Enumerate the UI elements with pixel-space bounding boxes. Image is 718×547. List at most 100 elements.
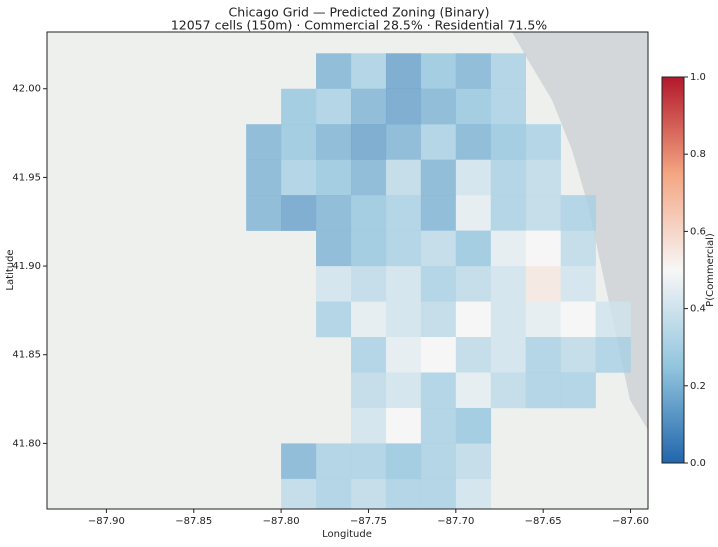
y-tick-label: 41.95 [12, 172, 41, 183]
grid-cell [350, 230, 387, 267]
grid-cell [490, 266, 527, 302]
grid-cell [455, 124, 492, 160]
grid-cell [350, 336, 387, 373]
grid-cell [350, 372, 387, 409]
grid-cell [490, 336, 527, 373]
grid-cell [455, 230, 492, 267]
grid-cell [316, 266, 352, 302]
y-tick-label: 41.90 [12, 261, 41, 272]
colorbar-label: P(Commercial) [705, 233, 716, 307]
y-axis-label: Latitude [5, 249, 16, 290]
colorbar [661, 76, 685, 464]
grid-cell [490, 159, 527, 196]
grid-cell [560, 336, 596, 373]
grid-cell [490, 230, 527, 267]
grid-cell [350, 53, 387, 90]
grid-cell [490, 301, 527, 338]
grid-cell [525, 301, 561, 338]
grid-cell [246, 159, 282, 196]
grid-cell [350, 159, 387, 196]
grid-cell [420, 195, 457, 231]
grid-cell [420, 478, 457, 509]
grid-cell [316, 195, 352, 231]
grid-cell [385, 266, 422, 302]
x-tick-label: −87.90 [88, 516, 125, 527]
grid-cell [350, 195, 387, 231]
grid-cell [316, 88, 352, 125]
chart-title: Chicago Grid — Predicted Zoning (Binary) [229, 5, 490, 20]
grid-cell [350, 88, 387, 125]
grid-cell [385, 372, 422, 409]
grid-cell [281, 124, 317, 160]
grid-cell [455, 195, 492, 231]
colorbar-tick-label: 0.0 [690, 458, 706, 469]
grid-cell [455, 443, 492, 480]
grid-cell [281, 88, 317, 125]
grid-cell [560, 301, 596, 338]
grid-cell [490, 372, 527, 409]
grid-cell [455, 336, 492, 373]
y-tick-label: 41.80 [12, 438, 41, 449]
grid-cell [420, 372, 457, 409]
grid-cell [595, 336, 631, 373]
grid-cell [385, 88, 422, 125]
colorbar-tick-label: 1.0 [690, 72, 706, 83]
grid-cell [420, 301, 457, 338]
grid-cell [385, 195, 422, 231]
grid-cell [525, 266, 561, 302]
grid-cell [560, 372, 596, 409]
x-tick-label: −87.60 [612, 516, 649, 527]
grid-cell [455, 301, 492, 338]
grid-cell [281, 443, 317, 480]
colorbar-tick-label: 0.6 [690, 226, 706, 237]
y-tick-label: 42.00 [12, 84, 41, 95]
grid-cell [525, 195, 561, 231]
lake [512, 32, 648, 509]
grid-cell [385, 407, 422, 444]
grid-cell [385, 230, 422, 267]
grid-cell [316, 443, 352, 480]
grid-cell [385, 336, 422, 373]
y-tick-label: 41.85 [12, 350, 41, 361]
grid-cell [420, 159, 457, 196]
grid-cell [281, 159, 317, 196]
grid-cell [490, 53, 527, 90]
grid-cell [350, 266, 387, 302]
x-tick-label: −87.70 [437, 516, 474, 527]
grid-cell [455, 53, 492, 90]
grid-cell [455, 159, 492, 196]
grid-cell [560, 266, 596, 302]
grid-cell [281, 195, 317, 231]
x-axis-label: Longitude [322, 529, 372, 540]
grid-cell [281, 478, 317, 509]
grid-cell [385, 478, 422, 509]
grid-cell [246, 124, 282, 160]
chart-subtitle: 12057 cells (150m) · Commercial 28.5% · … [171, 18, 547, 33]
grid-cell [560, 230, 596, 267]
grid-cell [490, 88, 527, 125]
grid-cell [420, 266, 457, 302]
grid-cell [316, 478, 352, 509]
colorbar-tick-label: 0.4 [690, 304, 706, 315]
grid-cell [420, 443, 457, 480]
grid-cell [385, 301, 422, 338]
grid-cell [455, 478, 492, 509]
grid-cell [420, 230, 457, 267]
grid-cell [490, 124, 527, 160]
grid-cell [420, 336, 457, 373]
grid-cell [246, 195, 282, 231]
grid-cell [525, 230, 561, 267]
grid-cell [525, 372, 561, 409]
grid-cell [525, 336, 561, 373]
grid-cell [350, 301, 387, 338]
grid-cell [350, 443, 387, 480]
grid-cell [316, 301, 352, 338]
grid-cell [455, 407, 492, 444]
grid-cell [420, 53, 457, 90]
x-tick-label: −87.85 [175, 516, 212, 527]
colorbar-tick-label: 0.2 [690, 381, 706, 392]
grid-cell [525, 159, 561, 196]
colorbar-tick-label: 0.8 [690, 149, 706, 160]
grid-cell [420, 88, 457, 125]
grid-cell [560, 195, 596, 231]
